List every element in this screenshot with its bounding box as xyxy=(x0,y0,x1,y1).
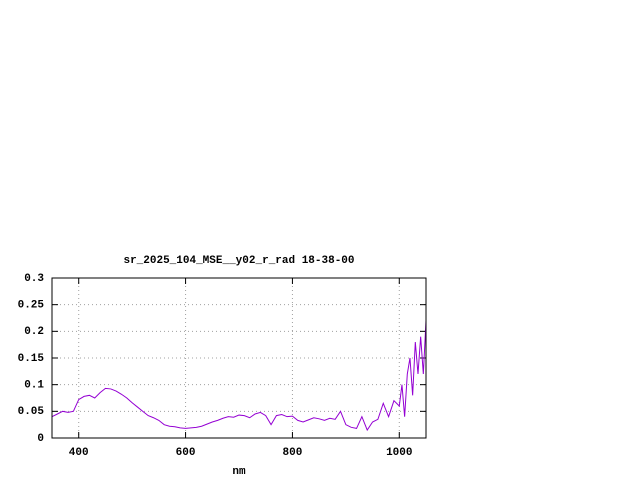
x-tick-label: 800 xyxy=(283,447,303,459)
y-tick-label: 0.2 xyxy=(24,326,44,338)
y-tick-label: 0.3 xyxy=(24,273,44,285)
y-tick-label: 0.15 xyxy=(18,353,45,365)
y-tick-label: 0.05 xyxy=(18,406,45,418)
data-line xyxy=(51,320,427,432)
x-tick-label: 1000 xyxy=(386,447,412,459)
x-tick-label: 400 xyxy=(69,447,89,459)
x-axis-label: nm xyxy=(232,466,246,478)
y-tick-label: 0.1 xyxy=(24,380,44,392)
chart-title: sr_2025_104_MSE__y02_r_rad 18-38-00 xyxy=(123,255,354,267)
y-tick-label: 0.25 xyxy=(18,300,45,312)
y-tick-label: 0 xyxy=(37,433,44,445)
plot-border xyxy=(51,277,427,439)
x-tick-label: 600 xyxy=(176,447,196,459)
